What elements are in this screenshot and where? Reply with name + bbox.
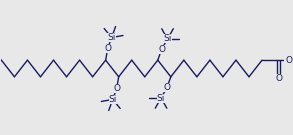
Text: Si: Si: [163, 34, 172, 43]
Text: O: O: [104, 44, 111, 53]
Text: O: O: [113, 84, 120, 93]
Text: Si: Si: [108, 95, 117, 104]
Text: O: O: [163, 83, 170, 92]
Text: Si: Si: [108, 33, 116, 42]
Text: O: O: [275, 74, 282, 83]
Text: Si: Si: [157, 94, 165, 102]
Text: O: O: [286, 56, 293, 65]
Text: O: O: [158, 45, 165, 54]
